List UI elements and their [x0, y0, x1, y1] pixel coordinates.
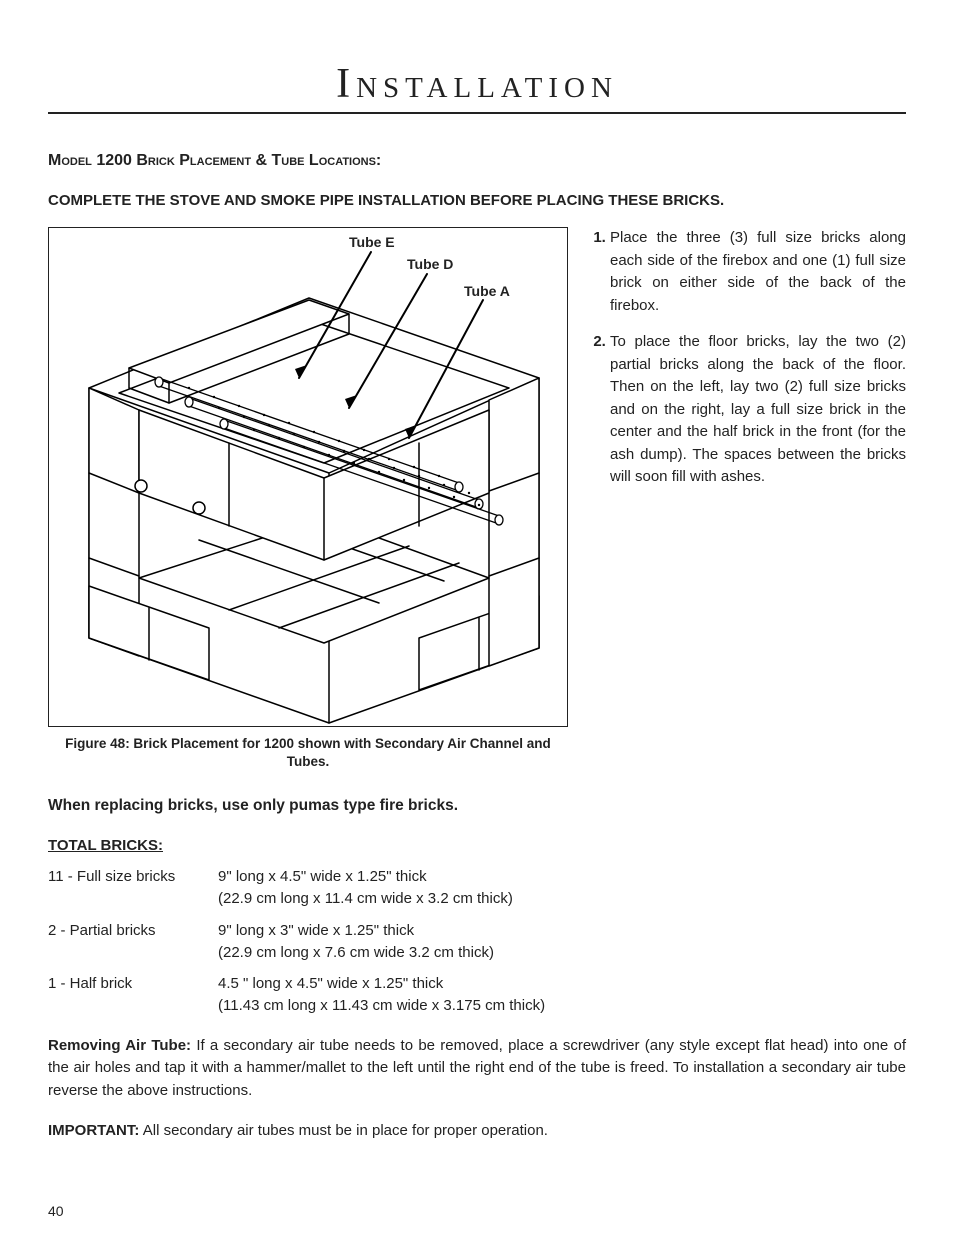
warning-line: COMPLETE THE STOVE AND SMOKE PIPE INSTAL… [48, 192, 906, 209]
important-para: IMPORTANT: All secondary air tubes must … [48, 1120, 906, 1143]
removing-air-tube-para: Removing Air Tube: If a secondary air tu… [48, 1035, 906, 1103]
brick-dim: 4.5 " long x 4.5" wide x 1.25" thick [218, 973, 906, 995]
brick-dim: 9" long x 3" wide x 1.25" thick [218, 920, 906, 942]
figure-caption: Figure 48: Brick Placement for 1200 show… [48, 735, 568, 771]
step-2: To place the floor bricks, lay the two (… [610, 331, 906, 489]
para-lead: Removing Air Tube: [48, 1037, 191, 1054]
brick-dim-metric: (22.9 cm long x 7.6 cm wide 3.2 cm thick… [218, 942, 906, 964]
table-row: 11 - Full size bricks 9" long x 4.5" wid… [48, 866, 906, 910]
firebox-diagram [49, 228, 569, 728]
page-number: 40 [48, 1203, 906, 1219]
page-title: Installation [48, 60, 906, 114]
brick-qty: 1 - Half brick [48, 973, 218, 1017]
brick-dim-metric: (22.9 cm long x 11.4 cm wide x 3.2 cm th… [218, 888, 906, 910]
brick-qty: 2 - Partial bricks [48, 920, 218, 964]
brick-table: 11 - Full size bricks 9" long x 4.5" wid… [48, 866, 906, 1017]
section-subhead: Model 1200 Brick Placement & Tube Locati… [48, 152, 906, 170]
brick-qty: 11 - Full size bricks [48, 866, 218, 910]
para-body: All secondary air tubes must be in place… [139, 1122, 548, 1139]
instruction-list: Place the three (3) full size bricks alo… [590, 227, 906, 503]
replace-note: When replacing bricks, use only pumas ty… [48, 797, 906, 815]
table-row: 1 - Half brick 4.5 " long x 4.5" wide x … [48, 973, 906, 1017]
figure-wrap: Tube E Tube D Tube A Partial Brick Full … [48, 227, 568, 771]
figure-box: Tube E Tube D Tube A Partial Brick Full … [48, 227, 568, 727]
step-1: Place the three (3) full size bricks alo… [610, 227, 906, 317]
brick-dim-metric: (11.43 cm long x 11.43 cm wide x 3.175 c… [218, 995, 906, 1017]
table-row: 2 - Partial bricks 9" long x 3" wide x 1… [48, 920, 906, 964]
brick-dim: 9" long x 4.5" wide x 1.25" thick [218, 866, 906, 888]
total-bricks-head: TOTAL BRICKS: [48, 837, 906, 854]
para-lead: IMPORTANT: [48, 1122, 139, 1139]
